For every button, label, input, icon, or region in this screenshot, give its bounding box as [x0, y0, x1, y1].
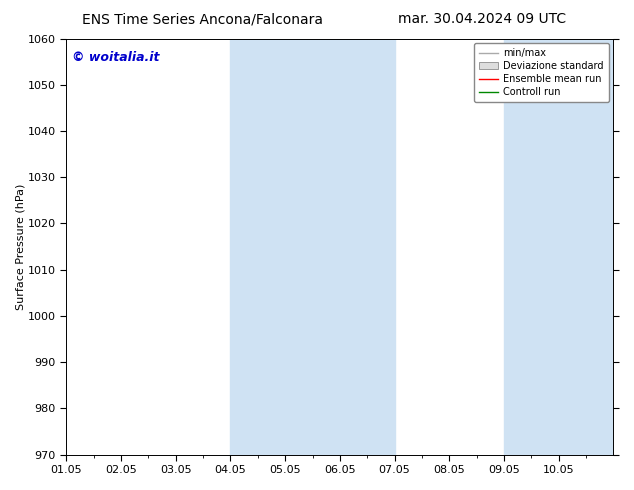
Bar — [230, 39, 394, 455]
Bar — [504, 39, 634, 455]
Text: mar. 30.04.2024 09 UTC: mar. 30.04.2024 09 UTC — [398, 12, 566, 26]
Text: © woitalia.it: © woitalia.it — [72, 51, 159, 64]
Y-axis label: Surface Pressure (hPa): Surface Pressure (hPa) — [15, 183, 25, 310]
Legend: min/max, Deviazione standard, Ensemble mean run, Controll run: min/max, Deviazione standard, Ensemble m… — [474, 44, 609, 102]
Text: ENS Time Series Ancona/Falconara: ENS Time Series Ancona/Falconara — [82, 12, 323, 26]
